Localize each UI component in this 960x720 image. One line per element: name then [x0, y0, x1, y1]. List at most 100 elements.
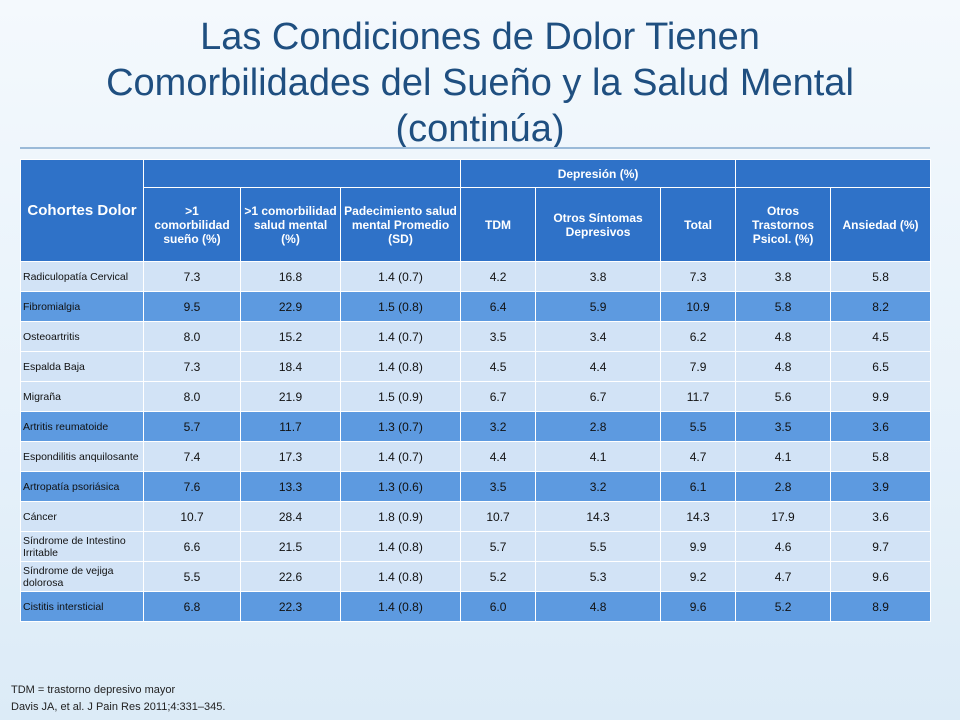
table-cell: 3.4 [535, 321, 662, 352]
table-cell: 15.2 [240, 321, 341, 352]
table-cell: 6.2 [660, 321, 737, 352]
row-label: Osteoartritis [20, 321, 144, 352]
table-cell: 5.7 [143, 411, 241, 442]
table-cell: 14.3 [660, 501, 737, 532]
slide-title: Las Condiciones de Dolor Tienen Comorbili… [0, 14, 960, 152]
title-rule [20, 147, 930, 149]
column-header: Ansiedad (%) [830, 187, 932, 262]
table-cell: 5.9 [535, 291, 662, 322]
table-row: Cistitis intersticial 6.8 22.3 1.4 (0.8) 6.0… [20, 591, 932, 622]
table-row: Espalda Baja 7.3 18.4 1.4 (0.8) 4.5 4.4 7.9 4.8… [20, 351, 932, 382]
table-cell: 13.3 [240, 471, 341, 502]
table-cell: 3.6 [830, 501, 932, 532]
table-cell: 5.8 [735, 291, 832, 322]
table-cell: 7.3 [660, 261, 737, 292]
table-cell: 5.3 [535, 561, 662, 592]
title-line: Las Condiciones de Dolor Tienen [200, 16, 760, 58]
table-cell: 5.5 [660, 411, 737, 442]
table-row: Espondilitis anquilosante 7.4 17.3 1.4 (0.7… [20, 441, 932, 472]
table-cell: 9.5 [143, 291, 241, 322]
row-label: Radiculopatía Cervical [20, 261, 144, 292]
footnote: Davis JA, et al. J Pain Res 2011;4:331–3… [11, 701, 226, 713]
table-cell: 5.2 [735, 591, 832, 622]
table-cell: 6.6 [143, 531, 241, 562]
column-header: TDM [460, 187, 537, 262]
table-cell: 7.6 [143, 471, 241, 502]
table-cell: 1.5 (0.9) [339, 381, 462, 412]
table-cell: 5.8 [830, 441, 932, 472]
table-cell: 7.3 [143, 261, 241, 292]
table-cell: 1.4 (0.7) [339, 321, 462, 352]
table-cell: 6.0 [460, 591, 537, 622]
column-header: Padecimiento salud mental Promedio (SD) [339, 187, 462, 262]
table-cell: 5.2 [460, 561, 537, 592]
table-cell: 8.0 [143, 321, 241, 352]
table-cell: 9.9 [660, 531, 737, 562]
row-label: Artritis reumatoide [20, 411, 144, 442]
table-cell: 11.7 [240, 411, 341, 442]
table-cell: 7.9 [660, 351, 737, 382]
header-row: Cohortes Dolor Depresión (%) [20, 159, 932, 262]
table-cell: 4.1 [535, 441, 662, 472]
table-row: Artropatía psoriásica 7.6 13.3 1.3 (0.6) 3.5… [20, 471, 932, 502]
table-cell: 1.4 (0.8) [339, 351, 462, 382]
table-cell: 2.8 [735, 471, 832, 502]
title-line: (continúa) [395, 108, 565, 150]
table-cell: 17.9 [735, 501, 832, 532]
table-cell: 6.5 [830, 351, 932, 382]
title-line: Comorbilidades del Sueño y la Salud Ment… [106, 62, 854, 104]
table-cell: 4.6 [735, 531, 832, 562]
table-cell: 22.9 [240, 291, 341, 322]
table-cell: 22.3 [240, 591, 341, 622]
table-cell: 4.4 [535, 351, 662, 382]
corner-header: Cohortes Dolor [20, 159, 144, 262]
data-table: Cohortes Dolor Depresión (%) >1 comorbilid… [20, 159, 932, 622]
column-header: Otros Síntomas Depresivos [535, 187, 662, 262]
footnote: TDM = trastorno depresivo mayor [11, 684, 176, 696]
table-cell: 3.5 [460, 471, 537, 502]
table-cell: 4.4 [460, 441, 537, 472]
table-cell: 1.5 (0.8) [339, 291, 462, 322]
table-cell: 4.7 [735, 561, 832, 592]
table-row: Fibromialgia 9.5 22.9 1.5 (0.8) 6.4 5.9 10.9 5.… [20, 291, 932, 322]
table-cell: 4.8 [735, 351, 832, 382]
group-header: Depresión (%) [460, 159, 737, 188]
table-cell: 17.3 [240, 441, 341, 472]
table-cell: 3.8 [735, 261, 832, 292]
table-cell: 6.1 [660, 471, 737, 502]
column-header: >1 comorbilidad salud mental (%) [240, 187, 341, 262]
table-cell: 1.4 (0.7) [339, 261, 462, 292]
table-cell: 5.8 [830, 261, 932, 292]
table-body: Radiculopatía Cervical 7.3 16.8 1.4 (0.7) 4.… [20, 261, 932, 622]
table-cell: 6.8 [143, 591, 241, 622]
table-cell: 1.4 (0.8) [339, 561, 462, 592]
table-cell: 4.5 [460, 351, 537, 382]
header-blank [735, 159, 932, 188]
table-cell: 1.8 (0.9) [339, 501, 462, 532]
table-cell: 9.2 [660, 561, 737, 592]
table-cell: 3.2 [460, 411, 537, 442]
table-cell: 10.9 [660, 291, 737, 322]
table-row: Migraña 8.0 21.9 1.5 (0.9) 6.7 6.7 11.7 5.6 9.9 [20, 381, 932, 412]
table-cell: 5.5 [143, 561, 241, 592]
table-cell: 21.9 [240, 381, 341, 412]
table-cell: 8.9 [830, 591, 932, 622]
table-cell: 3.5 [460, 321, 537, 352]
table-cell: 1.3 (0.7) [339, 411, 462, 442]
row-label: Cáncer [20, 501, 144, 532]
row-label: Fibromialgia [20, 291, 144, 322]
table-head: Cohortes Dolor Depresión (%) >1 comorbilid… [20, 159, 932, 262]
table-cell: 1.4 (0.8) [339, 591, 462, 622]
table-cell: 3.9 [830, 471, 932, 502]
table-cell: 16.8 [240, 261, 341, 292]
table-cell: 3.5 [735, 411, 832, 442]
table-cell: 3.2 [535, 471, 662, 502]
table-cell: 4.2 [460, 261, 537, 292]
header-row: >1 comorbilidad sueño (%) >1 comorbilidad… [21, 187, 932, 262]
table-cell: 9.6 [660, 591, 737, 622]
table-cell: 1.3 (0.6) [339, 471, 462, 502]
table-row: Osteoartritis 8.0 15.2 1.4 (0.7) 3.5 3.4 6.2 4.… [20, 321, 932, 352]
table-cell: 4.5 [830, 321, 932, 352]
table-cell: 6.4 [460, 291, 537, 322]
